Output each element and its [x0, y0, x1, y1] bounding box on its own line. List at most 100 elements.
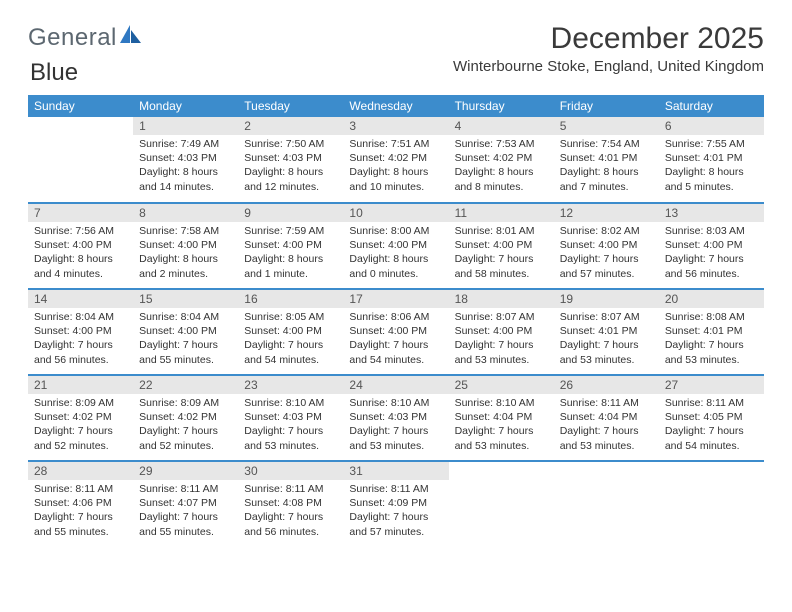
day-number: 16: [238, 290, 343, 308]
day-number: 2: [238, 117, 343, 135]
day-number: 21: [28, 376, 133, 394]
calendar-day-cell: 29Sunrise: 8:11 AMSunset: 4:07 PMDayligh…: [133, 461, 238, 547]
day-details: Sunrise: 7:56 AMSunset: 4:00 PMDaylight:…: [28, 222, 133, 285]
day-number: 27: [659, 376, 764, 394]
day-number: 14: [28, 290, 133, 308]
calendar-day-cell: 15Sunrise: 8:04 AMSunset: 4:00 PMDayligh…: [133, 289, 238, 375]
calendar-week-row: 28Sunrise: 8:11 AMSunset: 4:06 PMDayligh…: [28, 461, 764, 547]
calendar-day-cell: 24Sunrise: 8:10 AMSunset: 4:03 PMDayligh…: [343, 375, 448, 461]
calendar-day-cell: 28Sunrise: 8:11 AMSunset: 4:06 PMDayligh…: [28, 461, 133, 547]
weekday-header: Wednesday: [343, 95, 448, 117]
calendar-day-cell: 31Sunrise: 8:11 AMSunset: 4:09 PMDayligh…: [343, 461, 448, 547]
calendar-day-cell: 12Sunrise: 8:02 AMSunset: 4:00 PMDayligh…: [554, 203, 659, 289]
calendar-day-cell: 27Sunrise: 8:11 AMSunset: 4:05 PMDayligh…: [659, 375, 764, 461]
day-number: 28: [28, 462, 133, 480]
day-details: Sunrise: 8:11 AMSunset: 4:08 PMDaylight:…: [238, 480, 343, 543]
brand-word-1: General: [28, 24, 117, 52]
day-details: Sunrise: 8:00 AMSunset: 4:00 PMDaylight:…: [343, 222, 448, 285]
calendar-week-row: 21Sunrise: 8:09 AMSunset: 4:02 PMDayligh…: [28, 375, 764, 461]
calendar-page: General December 2025 Winterbourne Stoke…: [0, 0, 792, 557]
day-details: Sunrise: 8:11 AMSunset: 4:07 PMDaylight:…: [133, 480, 238, 543]
day-details: Sunrise: 8:11 AMSunset: 4:09 PMDaylight:…: [343, 480, 448, 543]
calendar-day-cell: [28, 117, 133, 203]
day-number: 12: [554, 204, 659, 222]
brand-logo: General: [28, 24, 142, 52]
calendar-day-cell: [449, 461, 554, 547]
calendar-day-cell: 19Sunrise: 8:07 AMSunset: 4:01 PMDayligh…: [554, 289, 659, 375]
day-number: 9: [238, 204, 343, 222]
day-number: 30: [238, 462, 343, 480]
day-number: 24: [343, 376, 448, 394]
day-details: Sunrise: 8:09 AMSunset: 4:02 PMDaylight:…: [28, 394, 133, 457]
calendar-day-cell: 18Sunrise: 8:07 AMSunset: 4:00 PMDayligh…: [449, 289, 554, 375]
calendar-day-cell: 21Sunrise: 8:09 AMSunset: 4:02 PMDayligh…: [28, 375, 133, 461]
brand-word-2: Blue: [30, 59, 78, 86]
calendar-day-cell: 13Sunrise: 8:03 AMSunset: 4:00 PMDayligh…: [659, 203, 764, 289]
calendar-day-cell: 14Sunrise: 8:04 AMSunset: 4:00 PMDayligh…: [28, 289, 133, 375]
day-details: Sunrise: 7:50 AMSunset: 4:03 PMDaylight:…: [238, 135, 343, 198]
weekday-header: Tuesday: [238, 95, 343, 117]
calendar-day-cell: 17Sunrise: 8:06 AMSunset: 4:00 PMDayligh…: [343, 289, 448, 375]
logo-sail-icon: [120, 24, 142, 52]
day-details: Sunrise: 7:51 AMSunset: 4:02 PMDaylight:…: [343, 135, 448, 198]
title-block: December 2025 Winterbourne Stoke, Englan…: [453, 18, 764, 85]
calendar-day-cell: 20Sunrise: 8:08 AMSunset: 4:01 PMDayligh…: [659, 289, 764, 375]
day-number: 8: [133, 204, 238, 222]
day-number: 18: [449, 290, 554, 308]
day-number: 20: [659, 290, 764, 308]
calendar-day-cell: [659, 461, 764, 547]
calendar-day-cell: 9Sunrise: 7:59 AMSunset: 4:00 PMDaylight…: [238, 203, 343, 289]
day-details: Sunrise: 7:53 AMSunset: 4:02 PMDaylight:…: [449, 135, 554, 198]
calendar-day-cell: 23Sunrise: 8:10 AMSunset: 4:03 PMDayligh…: [238, 375, 343, 461]
calendar-day-cell: 1Sunrise: 7:49 AMSunset: 4:03 PMDaylight…: [133, 117, 238, 203]
weekday-header: Friday: [554, 95, 659, 117]
weekday-header: Thursday: [449, 95, 554, 117]
day-number: 17: [343, 290, 448, 308]
day-number: 11: [449, 204, 554, 222]
day-number: 23: [238, 376, 343, 394]
day-details: Sunrise: 8:10 AMSunset: 4:03 PMDaylight:…: [343, 394, 448, 457]
calendar-day-cell: 7Sunrise: 7:56 AMSunset: 4:00 PMDaylight…: [28, 203, 133, 289]
day-number: 7: [28, 204, 133, 222]
day-details: Sunrise: 8:06 AMSunset: 4:00 PMDaylight:…: [343, 308, 448, 371]
day-details: Sunrise: 8:04 AMSunset: 4:00 PMDaylight:…: [28, 308, 133, 371]
calendar-table: Sunday Monday Tuesday Wednesday Thursday…: [28, 95, 764, 547]
day-details: Sunrise: 8:04 AMSunset: 4:00 PMDaylight:…: [133, 308, 238, 371]
calendar-week-row: 14Sunrise: 8:04 AMSunset: 4:00 PMDayligh…: [28, 289, 764, 375]
calendar-day-cell: 8Sunrise: 7:58 AMSunset: 4:00 PMDaylight…: [133, 203, 238, 289]
day-number: 19: [554, 290, 659, 308]
day-number: 4: [449, 117, 554, 135]
month-title: December 2025: [453, 22, 764, 56]
day-details: Sunrise: 8:09 AMSunset: 4:02 PMDaylight:…: [133, 394, 238, 457]
day-number: 13: [659, 204, 764, 222]
day-number: 22: [133, 376, 238, 394]
day-details: Sunrise: 7:54 AMSunset: 4:01 PMDaylight:…: [554, 135, 659, 198]
calendar-day-cell: 11Sunrise: 8:01 AMSunset: 4:00 PMDayligh…: [449, 203, 554, 289]
day-details: Sunrise: 7:59 AMSunset: 4:00 PMDaylight:…: [238, 222, 343, 285]
day-details: Sunrise: 8:02 AMSunset: 4:00 PMDaylight:…: [554, 222, 659, 285]
calendar-day-cell: 10Sunrise: 8:00 AMSunset: 4:00 PMDayligh…: [343, 203, 448, 289]
day-number: 5: [554, 117, 659, 135]
day-number: 6: [659, 117, 764, 135]
calendar-day-cell: 22Sunrise: 8:09 AMSunset: 4:02 PMDayligh…: [133, 375, 238, 461]
day-details: Sunrise: 8:07 AMSunset: 4:01 PMDaylight:…: [554, 308, 659, 371]
location-text: Winterbourne Stoke, England, United King…: [453, 58, 764, 75]
calendar-day-cell: [554, 461, 659, 547]
day-details: Sunrise: 8:10 AMSunset: 4:04 PMDaylight:…: [449, 394, 554, 457]
day-details: Sunrise: 8:11 AMSunset: 4:06 PMDaylight:…: [28, 480, 133, 543]
calendar-day-cell: 5Sunrise: 7:54 AMSunset: 4:01 PMDaylight…: [554, 117, 659, 203]
day-number: 15: [133, 290, 238, 308]
day-details: Sunrise: 8:11 AMSunset: 4:04 PMDaylight:…: [554, 394, 659, 457]
day-number: 31: [343, 462, 448, 480]
day-number: 1: [133, 117, 238, 135]
day-details: Sunrise: 7:49 AMSunset: 4:03 PMDaylight:…: [133, 135, 238, 198]
calendar-day-cell: 30Sunrise: 8:11 AMSunset: 4:08 PMDayligh…: [238, 461, 343, 547]
day-details: Sunrise: 8:03 AMSunset: 4:00 PMDaylight:…: [659, 222, 764, 285]
calendar-week-row: 1Sunrise: 7:49 AMSunset: 4:03 PMDaylight…: [28, 117, 764, 203]
day-details: Sunrise: 8:01 AMSunset: 4:00 PMDaylight:…: [449, 222, 554, 285]
weekday-header: Sunday: [28, 95, 133, 117]
day-number: 25: [449, 376, 554, 394]
day-number: 29: [133, 462, 238, 480]
calendar-day-cell: 2Sunrise: 7:50 AMSunset: 4:03 PMDaylight…: [238, 117, 343, 203]
day-number: 10: [343, 204, 448, 222]
